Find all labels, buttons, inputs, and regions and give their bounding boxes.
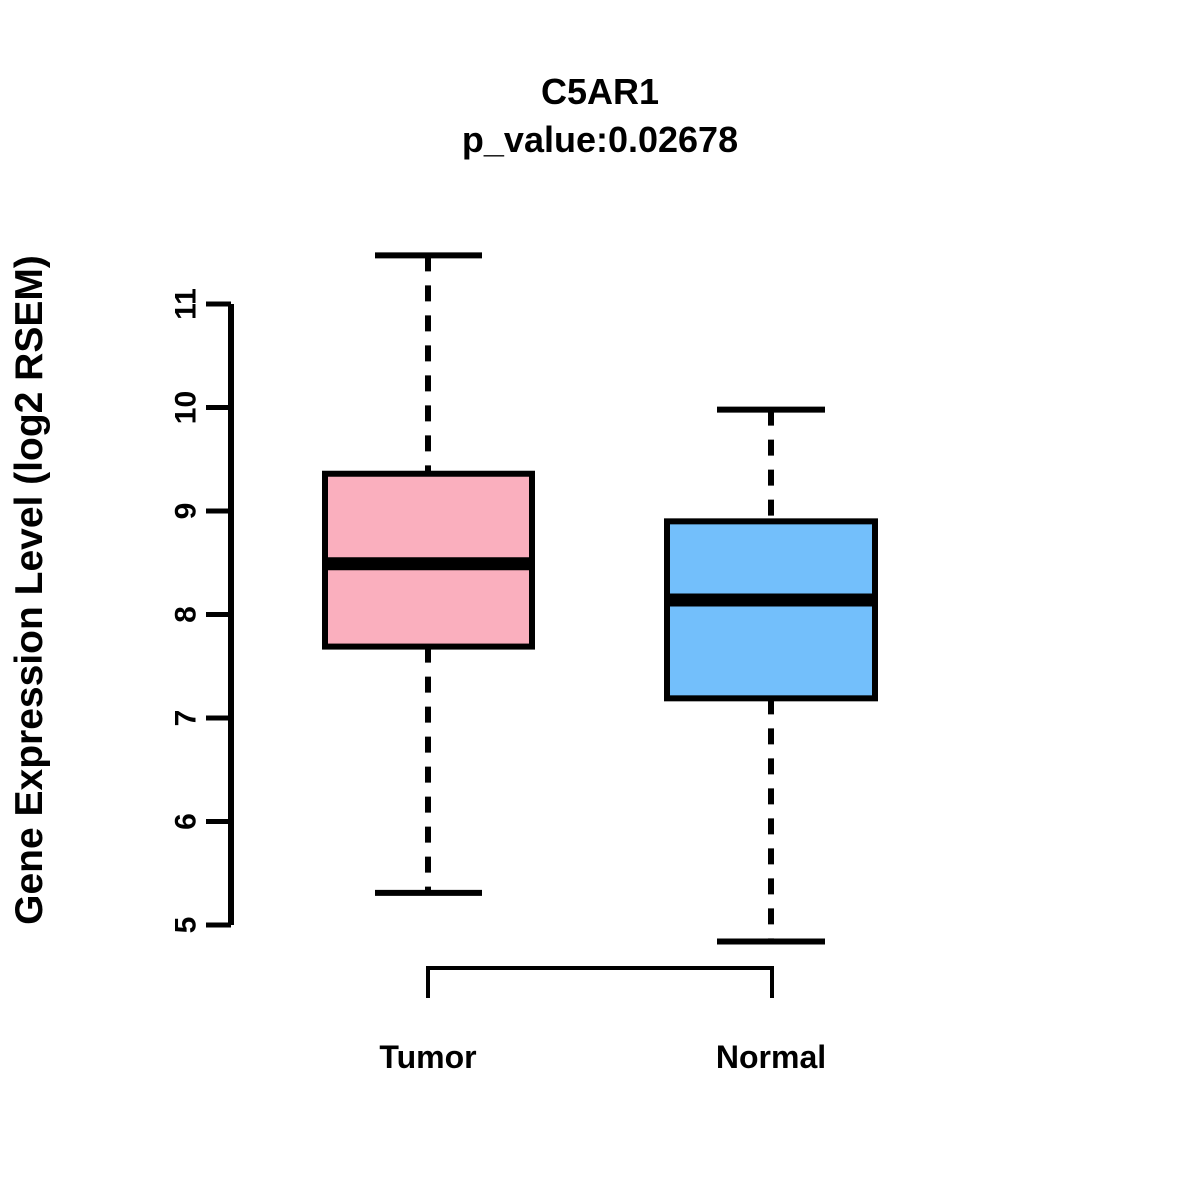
comparison-bracket bbox=[426, 966, 774, 998]
y-axis-tick-label-8: 8 bbox=[170, 606, 203, 623]
box-group-normal bbox=[664, 406, 878, 945]
y-axis-tick-label-5: 5 bbox=[170, 917, 203, 934]
box-group-tumor bbox=[322, 252, 535, 896]
x-axis-label-tumor: Tumor bbox=[379, 1039, 476, 1075]
boxplot-series bbox=[322, 252, 878, 945]
x-axis-label-normal: Normal bbox=[716, 1039, 826, 1075]
chart-subtitle-pvalue: p_value:0.02678 bbox=[462, 119, 738, 160]
y-axis-tick-label-11: 11 bbox=[170, 288, 203, 320]
y-axis: 5 6 7 8 9 10 11 bbox=[170, 288, 234, 934]
y-axis-tick-label-7: 7 bbox=[170, 710, 203, 727]
y-axis-title: Gene Expression Level (log2 RSEM) bbox=[8, 255, 51, 925]
y-axis-tick-label-9: 9 bbox=[170, 503, 203, 520]
x-axis-category-labels: Tumor Normal bbox=[379, 1039, 826, 1075]
chart-title: C5AR1 bbox=[541, 71, 659, 112]
significance-bracket-line bbox=[426, 966, 774, 998]
y-axis-tick-label-10: 10 bbox=[170, 391, 203, 424]
y-axis-tick-label-6: 6 bbox=[170, 813, 203, 830]
box-normal bbox=[664, 518, 878, 702]
